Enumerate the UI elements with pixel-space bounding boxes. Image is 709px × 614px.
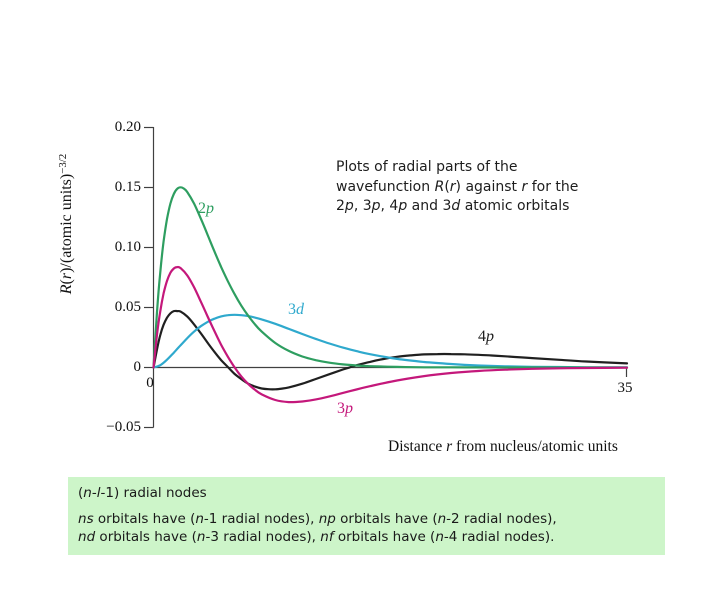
curve-label-3d: 3d <box>288 301 304 318</box>
curve-label-2p: 2p <box>198 200 214 217</box>
curve-label-3p: 3p <box>337 400 353 417</box>
annotation-line: 2p, 3p, 4p and 3d atomic orbitals <box>336 198 570 214</box>
curves-group <box>152 186 629 404</box>
x-axis-title: Distance r from nucleus/atomic units <box>388 438 618 455</box>
curve-2p <box>152 186 629 369</box>
y-tick-label: 0 <box>133 359 142 375</box>
note-body-line: nd orbitals have (n-3 radial nodes), nf … <box>78 529 555 545</box>
curve-label-4p: 4p <box>478 328 494 345</box>
y-tick-label: 0.15 <box>114 179 141 195</box>
curve-3d <box>152 313 629 369</box>
y-tick-label: 0.10 <box>114 239 141 255</box>
y-tick-label: 0.05 <box>114 299 141 315</box>
chart-annotation: Plots of radial parts of the wavefunctio… <box>336 158 666 217</box>
curve-4p <box>152 309 629 391</box>
y-tick-label: −0.05 <box>106 419 141 435</box>
y-axis-title: R(r)/(atomic units)−3/2 <box>56 153 75 295</box>
x-tick-label: 0 <box>146 375 154 391</box>
curve-3p <box>152 265 629 404</box>
radial-nodes-note-box: (n-l-1) radial nodes ns orbitals have (n… <box>68 477 665 555</box>
annotation-line: Plots of radial parts of the <box>336 159 518 175</box>
x-tick-label: 35 <box>617 380 633 396</box>
note-body-line: ns orbitals have (n-1 radial nodes), np … <box>78 511 557 527</box>
note-title: (n-l-1) radial nodes <box>78 485 207 501</box>
y-tick-label: 0.20 <box>114 119 141 135</box>
annotation-line: wavefunction R(r) against r for the <box>336 178 579 195</box>
